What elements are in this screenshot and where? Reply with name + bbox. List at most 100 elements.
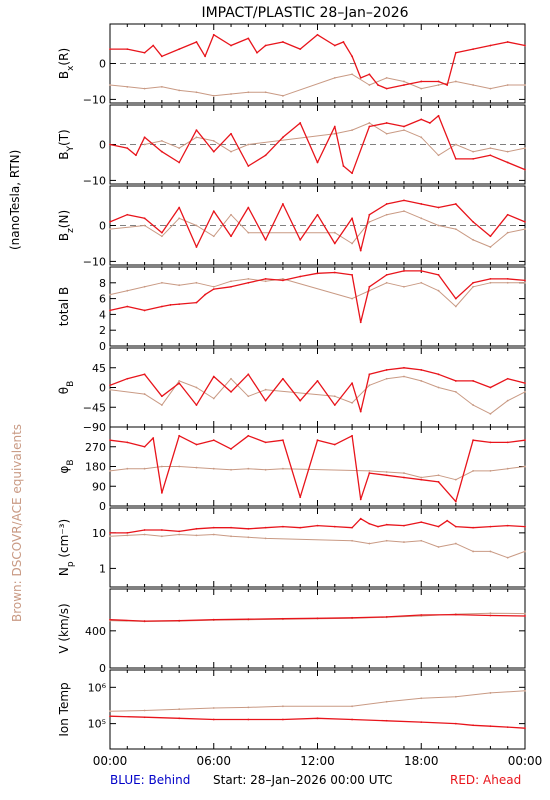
data-point	[247, 373, 250, 376]
data-point	[489, 235, 492, 238]
data-point	[152, 44, 155, 47]
data-point	[160, 231, 163, 234]
data-point	[247, 618, 250, 621]
data-point	[178, 217, 181, 220]
data-point	[109, 384, 111, 387]
data-point	[489, 692, 492, 694]
data-point	[178, 284, 181, 287]
data-point	[264, 280, 267, 283]
data-point	[109, 293, 111, 296]
data-point	[385, 132, 388, 135]
data-point	[212, 439, 215, 442]
data-point	[454, 203, 457, 205]
data-point	[489, 386, 492, 389]
data-point	[385, 474, 388, 477]
y-tick-label: 1	[99, 562, 106, 575]
data-point	[247, 206, 250, 209]
data-point	[368, 221, 371, 223]
data-point	[454, 722, 457, 725]
panel-temp: 10⁵ 10⁶ Ion Temp	[57, 669, 526, 750]
data-point	[333, 44, 336, 47]
y-tick-label: 10⁶	[88, 681, 107, 694]
data-point	[506, 377, 509, 380]
data-point	[506, 399, 509, 402]
data-point	[299, 122, 302, 124]
series-brown-line	[109, 278, 525, 307]
data-point	[351, 217, 353, 220]
data-point	[420, 614, 423, 616]
data-point	[256, 51, 258, 54]
data-point	[506, 524, 509, 527]
data-point	[368, 522, 371, 525]
data-point	[230, 44, 232, 47]
data-point	[264, 44, 267, 47]
data-point	[524, 84, 526, 86]
data-point	[178, 147, 181, 149]
data-point	[109, 439, 111, 442]
y-tick-label: 10⁵	[88, 718, 106, 731]
data-point	[282, 277, 284, 280]
data-point	[316, 213, 319, 216]
data-point	[178, 530, 181, 533]
data-point	[109, 221, 111, 223]
data-point	[264, 441, 267, 444]
data-point	[385, 471, 388, 473]
series-ahead-line	[109, 199, 526, 252]
data-point	[506, 41, 509, 43]
data-point	[316, 717, 319, 720]
data-point	[109, 84, 111, 86]
data-point	[489, 281, 492, 284]
series-brown-line	[109, 73, 525, 97]
data-point	[299, 48, 302, 51]
data-point	[454, 305, 457, 308]
data-point	[195, 534, 198, 537]
data-point	[126, 377, 129, 380]
y-tick-label: 400	[85, 625, 106, 638]
y-tick-label: 4	[99, 308, 106, 321]
data-point	[385, 281, 388, 284]
data-point	[247, 37, 250, 40]
data-point	[342, 165, 345, 167]
data-point	[178, 717, 181, 720]
data-point	[489, 612, 492, 615]
data-point	[472, 550, 475, 553]
brown-series-note: Brown: DSCOVR/ACE equivalents	[10, 423, 24, 622]
data-point	[299, 238, 302, 241]
data-point	[282, 439, 284, 442]
data-point	[160, 305, 163, 308]
data-point	[437, 206, 440, 209]
data-point	[143, 143, 146, 146]
series-ahead-line	[109, 435, 526, 503]
data-point	[212, 375, 215, 378]
data-point	[264, 277, 267, 280]
series-brown-line	[109, 376, 526, 415]
data-point	[333, 395, 336, 398]
data-point	[351, 274, 353, 276]
panel-frame	[109, 507, 526, 588]
y-tick-label: −90	[83, 421, 106, 434]
data-point	[368, 285, 371, 288]
data-point	[143, 620, 146, 622]
data-point	[282, 467, 284, 470]
data-point	[160, 465, 163, 468]
data-point	[368, 472, 371, 474]
data-point	[282, 705, 284, 708]
data-point	[351, 172, 353, 175]
data-point	[437, 114, 440, 117]
data-point	[385, 700, 388, 703]
y-tick-label: 8	[99, 277, 106, 290]
y-tick-label: 0	[99, 500, 106, 513]
y-tick-label: 0	[99, 662, 106, 675]
data-point	[212, 94, 215, 97]
data-point	[230, 132, 232, 135]
data-point	[524, 382, 526, 385]
data-point	[178, 48, 181, 51]
data-point	[351, 539, 353, 542]
data-point	[506, 213, 509, 216]
data-point	[472, 285, 475, 288]
data-point	[126, 147, 129, 149]
data-point	[351, 401, 353, 404]
data-point	[230, 280, 232, 283]
data-point	[351, 616, 353, 619]
data-point	[109, 309, 111, 312]
